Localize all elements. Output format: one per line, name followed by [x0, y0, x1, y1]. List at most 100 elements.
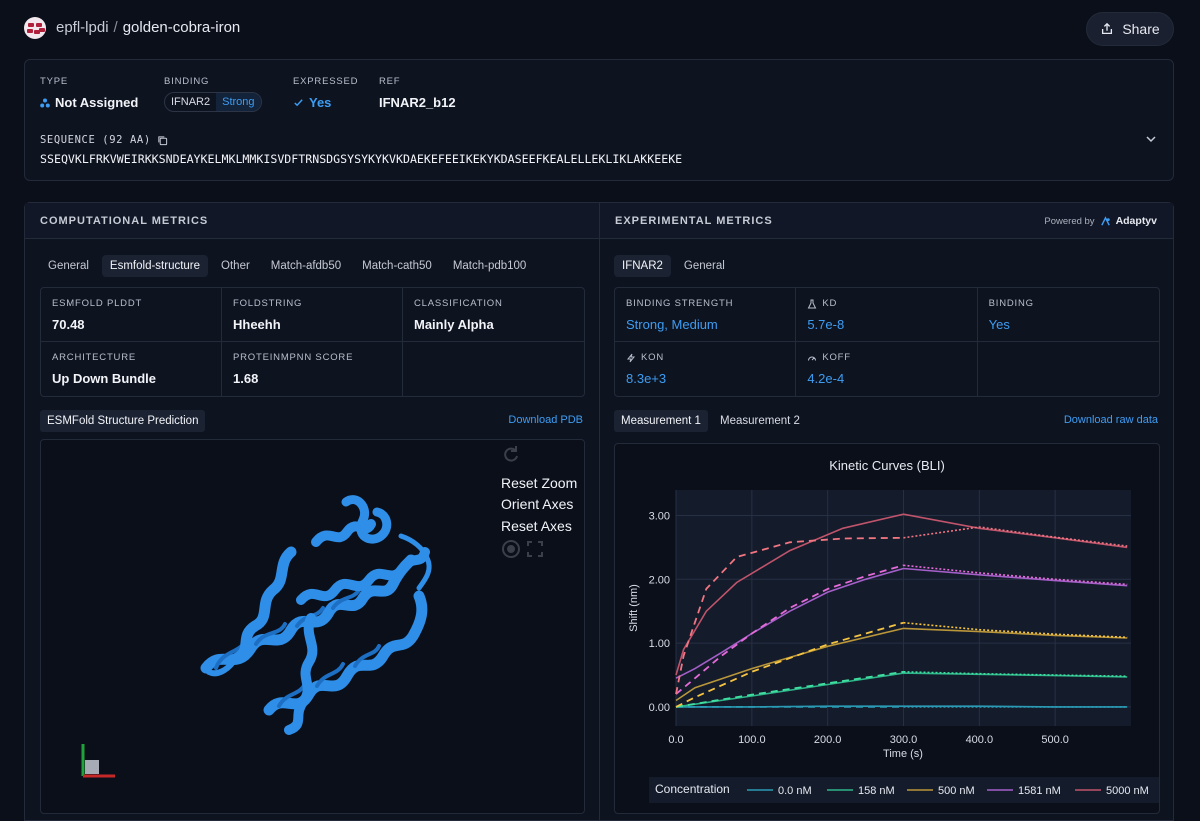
y-tick-label: 2.00 — [649, 574, 670, 586]
tab-other[interactable]: Other — [221, 260, 250, 272]
orient-axes-button[interactable]: Orient Axes — [501, 496, 574, 512]
metric-label: BINDING — [988, 298, 1034, 309]
download-pdb-link[interactable]: Download PDB — [508, 414, 583, 426]
chart-title: Kinetic Curves (BLI) — [829, 458, 945, 473]
kinetic-curves-chart[interactable]: Kinetic Curves (BLI) 0.0 100.0 200.0 300.0 4… — [615, 444, 1161, 815]
tab-experimental-general[interactable]: General — [683, 260, 725, 272]
metric-foldstring: FOLDSTRING Hheehh — [222, 288, 403, 342]
breadcrumb-project: golden-cobra-iron — [122, 19, 241, 36]
metric-label: ESMFOLD PLDDT — [52, 298, 143, 309]
y-tick-label: 1.00 — [649, 638, 670, 650]
experimental-metrics-panel: EXPERIMENTAL METRICS Powered by Adaptyv … — [599, 202, 1174, 821]
series-line-1581-nm[interactable] — [675, 567, 1128, 679]
share-icon — [1102, 22, 1113, 35]
fit-association-158-nm — [675, 670, 904, 708]
expressed-label: EXPRESSED — [293, 76, 359, 87]
x-tick-label: 400.0 — [966, 734, 994, 746]
metric-value: Mainly Alpha — [414, 317, 494, 332]
ref-value: IFNAR2_b12 — [379, 95, 456, 110]
axes-gizmo — [81, 744, 115, 778]
refresh-icon[interactable] — [501, 444, 521, 464]
tab-measurement-1[interactable]: Measurement 1 — [614, 410, 708, 432]
expressed-field: EXPRESSED Yes — [293, 76, 358, 110]
brand-name[interactable]: Adaptyv — [1115, 215, 1157, 227]
fit-dissociation-500-nm — [903, 621, 1128, 639]
sequence-text: SSEQVKLFRKVWEIRKKSNDEAYKELMKLMMKISVDFTRN… — [40, 152, 683, 166]
check-icon — [294, 99, 303, 107]
design-info-card: TYPE Not Assigned BINDING IFNAR2 Strong … — [24, 59, 1174, 181]
metric-architecture: ARCHITECTURE Up Down Bundle — [41, 342, 222, 396]
record-icon[interactable] — [501, 539, 521, 559]
ref-field: REF IFNAR2_b12 — [379, 76, 456, 110]
top-bar: epfl-lpdi / golden-cobra-iron Share — [0, 0, 1200, 58]
series-lines — [675, 513, 1128, 708]
legend-item-label[interactable]: 1581 nM — [1018, 785, 1061, 797]
x-axis-ticks: 0.0 100.0 200.0 300.0 400.0 500.0 — [668, 734, 1069, 746]
legend-item-label[interactable]: 0.0 nM — [778, 785, 812, 797]
metric-value: 8.3e+3 — [626, 371, 667, 386]
binding-badge: IFNAR2 Strong — [164, 92, 262, 112]
metric-koff: KOFF 4.2e-4 — [796, 342, 978, 396]
metric-label-row: KOFF — [807, 352, 965, 363]
tab-general[interactable]: General — [48, 260, 89, 272]
tab-match-afdb50[interactable]: Match-afdb50 — [270, 260, 342, 272]
tab-match-cath50[interactable]: Match-cath50 — [362, 260, 432, 272]
viewer-toolbar: Reset Zoom Orient Axes Reset Axes — [501, 442, 577, 568]
tab-esmfold-structure-prediction[interactable]: ESMFold Structure Prediction — [40, 410, 206, 432]
metric-label: KOFF — [822, 352, 851, 363]
tab-ifnar2[interactable]: IFNAR2 — [614, 255, 671, 277]
metric-proteinmpnn-score: PROTEINMPNN SCORE 1.68 — [222, 342, 403, 396]
tab-match-pdb100[interactable]: Match-pdb100 — [452, 260, 527, 272]
metric-classification: CLASSIFICATION Mainly Alpha — [403, 288, 584, 342]
x-tick-label: 100.0 — [738, 734, 766, 746]
y-axis-ticks: 0.00 1.00 2.00 3.00 — [649, 511, 670, 714]
protein-structure-render[interactable] — [41, 440, 586, 815]
download-raw-data-link[interactable]: Download raw data — [1063, 414, 1158, 426]
series-line-500-nm[interactable] — [675, 627, 1128, 702]
metric-empty — [403, 342, 584, 396]
computational-metrics-grid: ESMFOLD PLDDT 70.48 FOLDSTRING Hheehh CLAS… — [40, 287, 585, 397]
expressed-value: Yes — [309, 95, 332, 110]
type-label: TYPE — [40, 76, 69, 87]
legend-item-label[interactable]: 5000 nM — [1106, 785, 1149, 797]
copy-icon[interactable] — [157, 135, 168, 146]
share-label: Share — [1122, 21, 1160, 37]
metric-value: Yes — [988, 317, 1010, 332]
y-axis-label: Shift (nm) — [628, 584, 640, 632]
org-avatar[interactable] — [24, 17, 46, 39]
metric-label: CLASSIFICATION — [414, 298, 503, 309]
legend-item-label[interactable]: 158 nM — [858, 785, 895, 797]
breadcrumb-org[interactable]: epfl-lpdi — [56, 19, 109, 36]
metric-label: FOLDSTRING — [233, 298, 303, 309]
flask-icon — [808, 299, 817, 308]
gauge-icon — [808, 356, 817, 361]
experimental-title: EXPERIMENTAL METRICS — [615, 215, 773, 227]
metric-label-row: KD — [807, 298, 965, 309]
experimental-tabs: IFNAR2 General — [614, 255, 738, 277]
y-tick-label: 3.00 — [649, 511, 670, 523]
reset-zoom-button[interactable]: Reset Zoom — [501, 474, 578, 491]
metric-label: KD — [822, 298, 838, 309]
series-line-5000-nm[interactable] — [675, 513, 1128, 676]
cluster-icon — [40, 98, 50, 107]
series-line-158-nm[interactable] — [675, 672, 1128, 708]
metric-value: 70.48 — [52, 317, 85, 332]
metric-value: 4.2e-4 — [807, 371, 845, 386]
metric-value: 5.7e-8 — [807, 317, 845, 332]
reset-axes-button[interactable]: Reset Axes — [501, 517, 572, 534]
tab-esmfold-structure[interactable]: Esmfold-structure — [101, 255, 209, 277]
legend-item-label[interactable]: 500 nM — [938, 785, 975, 797]
legend-title: Concentration — [655, 782, 730, 796]
structure-viewer[interactable]: Reset Zoom Orient Axes Reset Axes — [40, 439, 585, 814]
tab-measurement-2[interactable]: Measurement 2 — [720, 415, 800, 427]
metric-empty — [978, 342, 1159, 396]
share-button[interactable]: Share — [1086, 12, 1174, 46]
metric-value: 1.68 — [233, 371, 259, 386]
fullscreen-icon[interactable] — [525, 539, 545, 559]
sequence-label: SEQUENCE (92 AA) — [40, 134, 151, 146]
chevron-down-icon[interactable] — [1144, 132, 1158, 146]
computational-header: COMPUTATIONAL METRICS — [25, 203, 599, 239]
breadcrumb-separator: / — [113, 19, 118, 36]
adaptyv-logo-icon — [1100, 215, 1110, 225]
metric-value: Hheehh — [233, 317, 281, 332]
